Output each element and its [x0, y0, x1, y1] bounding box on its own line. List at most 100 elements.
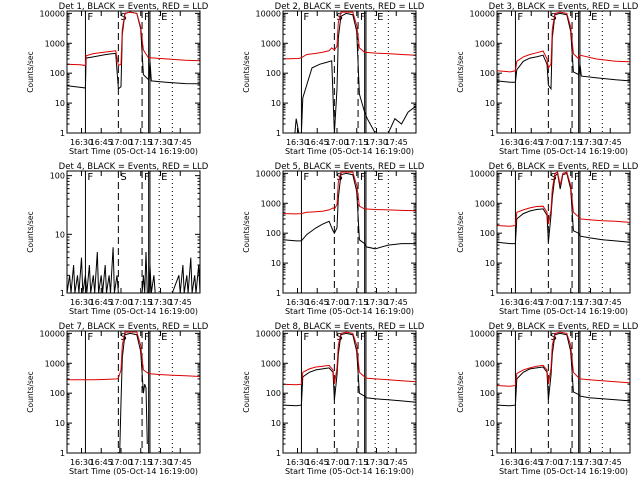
panel-title: Det 9, BLACK = Events, RED = LLD	[489, 322, 639, 332]
marker-label: E	[377, 172, 383, 183]
x-tick-label: 17:30	[149, 458, 172, 467]
lld-series-line	[283, 331, 416, 386]
lld-series-line	[283, 11, 416, 60]
marker-label: F	[360, 172, 366, 183]
y-axis-label: Counts/sec	[26, 51, 35, 92]
x-axis-label: Start Time (05-Oct-14 16:19:00)	[499, 467, 628, 476]
x-tick-label: 17:15	[345, 298, 368, 307]
marker-label: F	[574, 332, 580, 343]
x-tick-label: 17:30	[149, 298, 172, 307]
marker-label: F	[517, 332, 523, 343]
marker-label: E	[591, 12, 597, 23]
y-tick-label: 10	[55, 419, 65, 428]
y-tick-label: 1	[490, 289, 495, 298]
marker-label: F	[144, 332, 150, 343]
x-tick-label: 17:45	[169, 138, 192, 147]
marker-label: S	[120, 12, 126, 23]
x-tick-label: 17:15	[345, 458, 368, 467]
x-tick-label: 16:45	[306, 298, 329, 307]
x-tick-label: 17:30	[365, 458, 388, 467]
plot-frame	[496, 330, 631, 454]
x-tick-label: 17:00	[109, 138, 132, 147]
marker-label: F	[517, 172, 523, 183]
x-tick-label: 17:30	[579, 458, 602, 467]
x-tick-label: 17:15	[129, 298, 152, 307]
y-tick-label: 100	[480, 69, 495, 78]
y-axis-label: Counts/sec	[242, 211, 251, 252]
y-tick-label: 10000	[470, 9, 495, 18]
plot-frame	[282, 10, 417, 134]
panel-title: Det 8, BLACK = Events, RED = LLD	[275, 322, 425, 332]
x-tick-label: 17:45	[169, 298, 192, 307]
y-tick-label: 1000	[261, 199, 281, 208]
y-tick-label: 10	[271, 419, 281, 428]
x-tick-label: 17:00	[109, 458, 132, 467]
events-series-line	[119, 332, 148, 453]
y-axis-label: Counts/sec	[26, 211, 35, 252]
x-tick-label: 16:30	[286, 138, 309, 147]
y-tick-label: 10	[55, 99, 65, 108]
marker-label: S	[550, 12, 556, 23]
y-tick-label: 10000	[470, 329, 495, 338]
y-tick-label: 100	[50, 69, 65, 78]
y-tick-label: 1	[276, 449, 281, 458]
marker-label: F	[303, 172, 309, 183]
marker-label: F	[574, 172, 580, 183]
x-tick-label: 17:45	[599, 138, 622, 147]
y-tick-label: 1000	[475, 199, 495, 208]
panel-title: Det 5, BLACK = Events, RED = LLD	[275, 162, 425, 172]
x-tick-label: 17:30	[365, 138, 388, 147]
x-tick-label: 16:45	[90, 298, 113, 307]
x-tick-label: 16:45	[90, 138, 113, 147]
plot-frame	[66, 330, 201, 454]
y-tick-label: 100	[50, 172, 65, 181]
x-tick-label: 17:45	[599, 298, 622, 307]
x-tick-label: 17:30	[149, 138, 172, 147]
x-tick-label: 17:45	[385, 138, 408, 147]
y-tick-label: 1000	[45, 359, 65, 368]
y-axis-label: Counts/sec	[242, 371, 251, 412]
plot-frame	[66, 170, 201, 294]
plot-frame	[282, 330, 417, 454]
lld-series-line	[497, 171, 630, 227]
x-tick-label: 16:45	[90, 458, 113, 467]
y-tick-label: 10	[485, 419, 495, 428]
x-tick-label: 17:30	[579, 138, 602, 147]
x-tick-label: 17:15	[129, 458, 152, 467]
marker-label: E	[377, 12, 383, 23]
marker-label: S	[120, 172, 126, 183]
x-axis-label: Start Time (05-Oct-14 16:19:00)	[285, 467, 414, 476]
y-axis-label: Counts/sec	[456, 51, 465, 92]
x-tick-label: 17:15	[559, 138, 582, 147]
y-tick-label: 1	[490, 129, 495, 138]
y-tick-label: 1000	[45, 39, 65, 48]
y-tick-label: 100	[266, 229, 281, 238]
x-axis-label: Start Time (05-Oct-14 16:19:00)	[69, 147, 198, 156]
x-tick-label: 16:45	[306, 138, 329, 147]
events-series-line	[67, 11, 200, 90]
x-tick-label: 17:00	[325, 138, 348, 147]
x-tick-label: 17:15	[559, 298, 582, 307]
marker-label: S	[550, 172, 556, 183]
y-axis-label: Counts/sec	[26, 371, 35, 412]
x-tick-label: 17:15	[559, 458, 582, 467]
x-tick-label: 17:00	[539, 298, 562, 307]
events-series-line	[497, 172, 630, 245]
y-tick-label: 1000	[475, 359, 495, 368]
y-tick-label: 1000	[261, 359, 281, 368]
y-tick-label: 10	[271, 99, 281, 108]
marker-label: F	[144, 12, 150, 23]
y-axis-label: Counts/sec	[456, 211, 465, 252]
x-tick-label: 16:30	[500, 458, 523, 467]
marker-label: F	[144, 172, 150, 183]
panel-title: Det 6, BLACK = Events, RED = LLD	[489, 162, 639, 172]
y-tick-label: 1000	[475, 39, 495, 48]
y-tick-label: 100	[480, 229, 495, 238]
